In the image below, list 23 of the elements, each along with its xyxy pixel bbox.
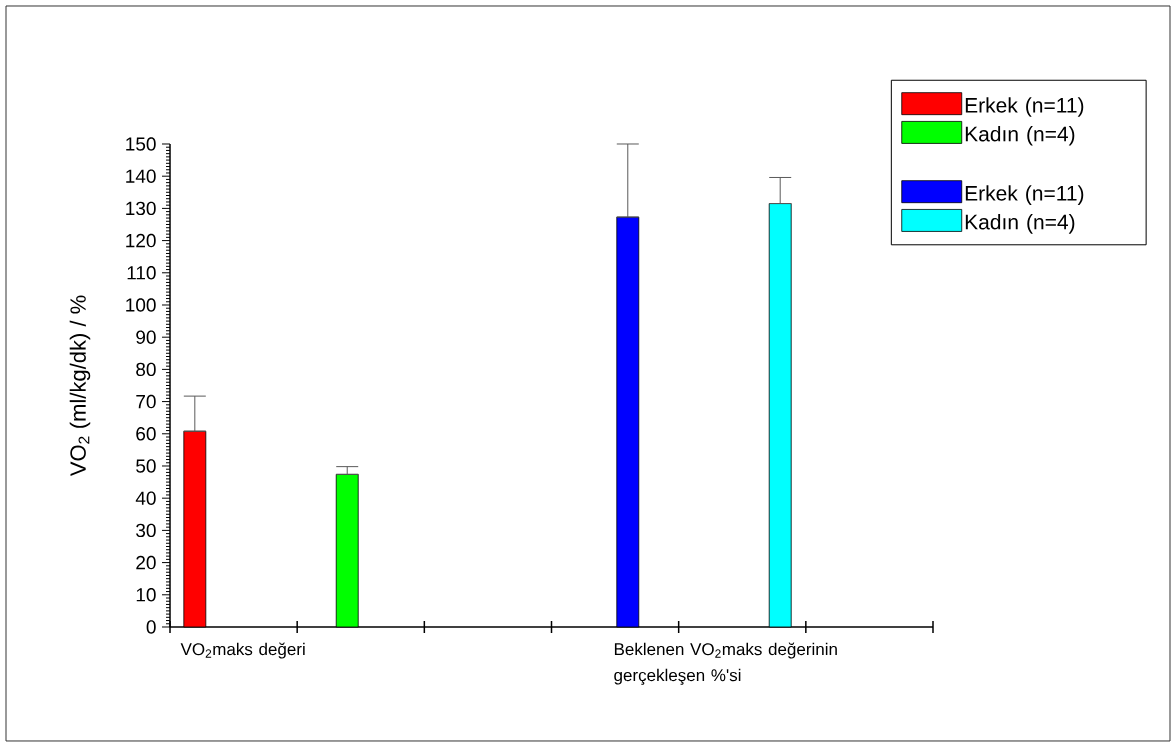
x-tick-label: Beklenen VO$_{2}$maks değerinin gerçekleşen %'si: [614, 642, 837, 685]
y-tick-label: 10: [136, 588, 156, 602]
y-tick-label: 0: [146, 620, 156, 634]
legend-label: Erkek (n=11): [965, 185, 1084, 205]
y-tick-label: 30: [136, 523, 156, 538]
y-tick-label: 120: [126, 233, 156, 248]
y-tick-label: 150: [126, 137, 156, 151]
y-tick-label: 50: [136, 459, 156, 473]
y-tick-label: 40: [135, 491, 156, 505]
y-tick-label: 20: [136, 555, 156, 570]
y-tick-label: 130: [126, 201, 156, 216]
y-tick-label: 100: [126, 298, 156, 312]
y-tick-label: 110: [127, 266, 156, 280]
y-axis-title: VO$_{2}$ (ml/kg/dk) / %: [69, 295, 91, 477]
y-tick-label: 70: [136, 394, 156, 409]
y-tick-label: 80: [136, 362, 156, 377]
legend-label: Kadın (n=4): [965, 126, 1075, 146]
x-tick-label: VO$_{2}$maks değeri: [180, 642, 305, 659]
y-tick-label: 90: [136, 330, 156, 344]
legend-label: Kadın (n=4): [965, 214, 1075, 234]
y-tick-label: 60: [136, 427, 156, 441]
legend-label: Erkek (n=11): [965, 97, 1084, 117]
y-tick-label: 140: [126, 169, 156, 183]
